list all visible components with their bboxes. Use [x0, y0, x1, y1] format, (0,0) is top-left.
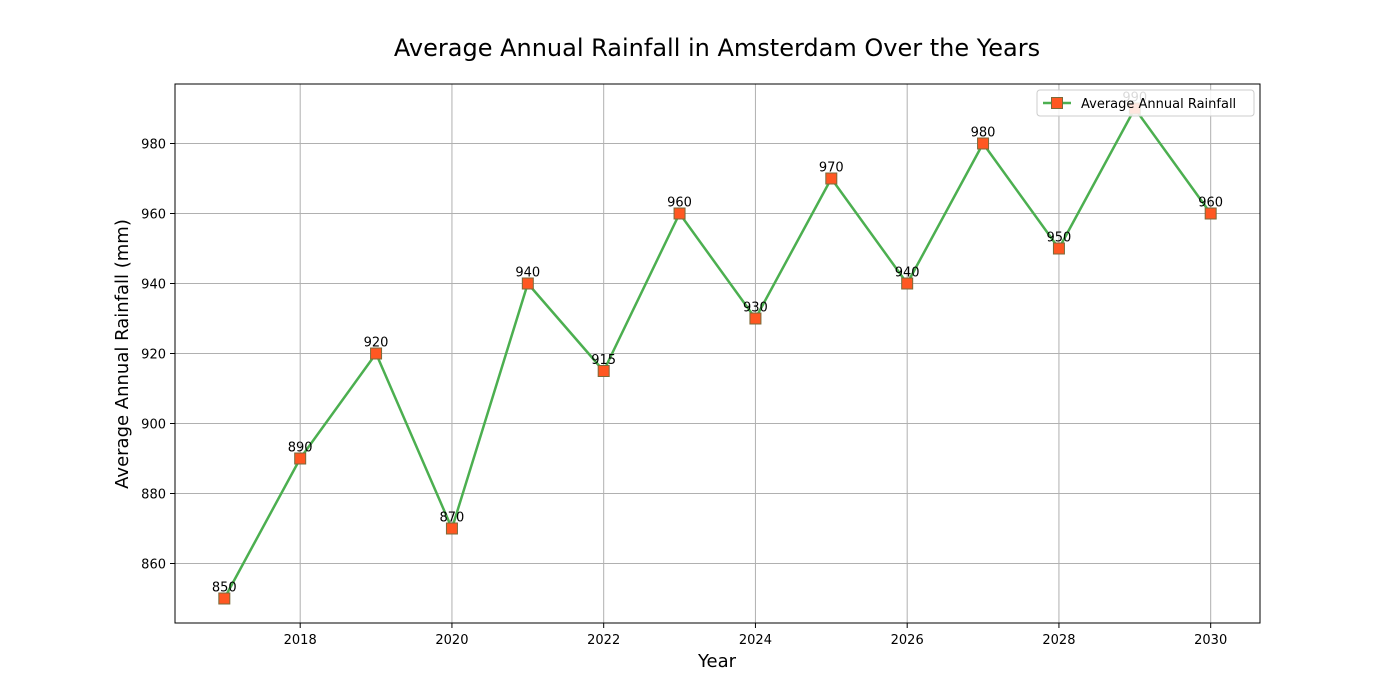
series-line-layer — [223, 107, 1212, 600]
data-point-marker — [294, 452, 307, 465]
data-point-label: 940 — [895, 266, 920, 281]
y-tick-label: 920 — [141, 348, 166, 363]
data-point-label: 890 — [288, 441, 313, 456]
axis-ticks: 2018 2020 2022 2024 2026 2028 2030 860 880 900 920… — [141, 138, 1227, 649]
x-tick-label: 2020 — [435, 633, 468, 648]
series-line-average-annual-rainfall — [223, 107, 1212, 600]
y-tick-label: 880 — [141, 488, 166, 503]
legend-marker-swatch — [1051, 97, 1063, 109]
x-tick-label: 2022 — [587, 633, 620, 648]
data-point-marker — [749, 312, 762, 325]
chart-title: Average Annual Rainfall in Amsterdam Ove… — [394, 34, 1040, 62]
x-tick-label: 2024 — [739, 633, 772, 648]
grid-lines — [175, 84, 1260, 623]
y-tick-label: 860 — [141, 558, 166, 573]
x-axis-label: Year — [697, 651, 737, 672]
data-point-label: 940 — [515, 266, 540, 281]
data-point-label: 960 — [1198, 196, 1223, 211]
data-point-marker — [1204, 207, 1217, 220]
data-point-marker — [370, 347, 383, 360]
x-tick-label: 2018 — [284, 633, 317, 648]
data-point-label: 850 — [212, 581, 237, 596]
y-tick-label: 900 — [141, 418, 166, 433]
data-point-label: 920 — [364, 336, 389, 351]
data-point-marker — [901, 277, 914, 290]
data-point-label: 870 — [440, 511, 465, 526]
data-point-marker — [218, 592, 231, 605]
y-tick-label: 960 — [141, 208, 166, 223]
y-tick-label: 940 — [141, 278, 166, 293]
data-point-label: 970 — [819, 161, 844, 176]
data-point-label: 980 — [971, 126, 996, 141]
data-point-marker — [445, 522, 458, 535]
legend-label: Average Annual Rainfall — [1081, 97, 1236, 112]
x-tick-label: 2028 — [1042, 633, 1075, 648]
data-point-label: 960 — [667, 196, 692, 211]
data-point-label: 950 — [1047, 231, 1072, 246]
data-point-label: 930 — [743, 301, 768, 316]
data-point-marker — [825, 172, 838, 185]
data-point-label: 915 — [591, 353, 616, 368]
y-axis-label: Average Annual Rainfall (mm) — [112, 219, 133, 489]
data-point-marker — [597, 365, 610, 377]
data-point-marker — [673, 207, 686, 220]
legend-box — [1036, 89, 1255, 117]
data-labels: 8508909208709409159609309709409809509909… — [212, 91, 1223, 596]
data-point-marker — [977, 137, 990, 150]
x-tick-label: 2026 — [891, 633, 924, 648]
data-point-marker — [1052, 242, 1065, 255]
data-point-marker — [521, 277, 534, 290]
y-tick-label: 980 — [141, 138, 166, 153]
x-tick-label: 2030 — [1194, 633, 1227, 648]
legend: Average Annual Rainfall — [1036, 89, 1255, 117]
